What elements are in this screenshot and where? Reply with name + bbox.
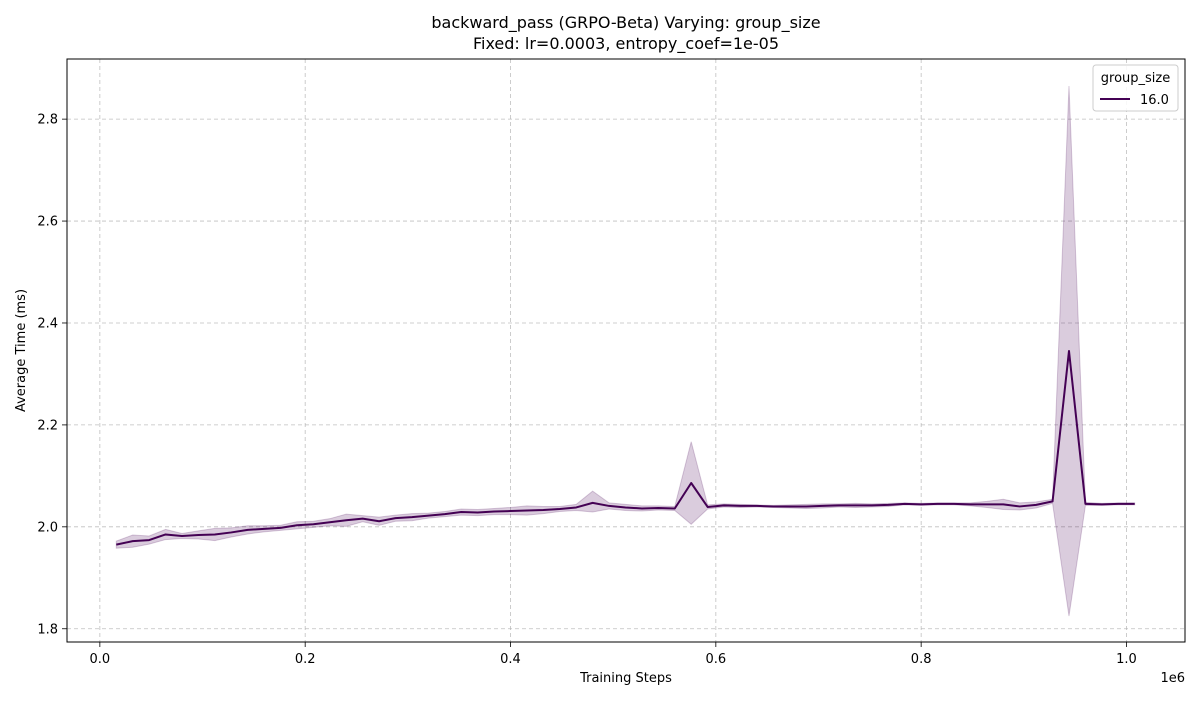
confidence-band: [115, 85, 1136, 617]
confidence-band-layer: [115, 85, 1136, 617]
x-tick-label: 0.0: [90, 652, 111, 667]
chart-subtitle: Fixed: lr=0.0003, entropy_coef=1e-05: [473, 34, 779, 54]
chart-title: backward_pass (GRPO-Beta) Varying: group…: [431, 13, 820, 33]
x-tick-label: 0.2: [295, 652, 316, 667]
x-axis-offset-label: 1e6: [1160, 671, 1185, 686]
x-axis-ticks: 0.0 0.2 0.4 0.6 0.8 1.0: [90, 642, 1137, 667]
y-tick-label: 2.2: [37, 418, 58, 433]
y-tick-label: 2.0: [37, 520, 58, 535]
y-tick-label: 2.8: [37, 113, 58, 128]
x-tick-label: 0.4: [500, 652, 521, 667]
legend-title: group_size: [1101, 71, 1170, 86]
series-line: [116, 350, 1135, 546]
series-line-layer: [116, 350, 1135, 546]
x-tick-label: 1.0: [1116, 652, 1137, 667]
y-axis-ticks: 1.8 2.0 2.2 2.4 2.6 2.8: [37, 113, 67, 637]
plot-frame: [66, 58, 1186, 643]
legend-entry-label: 16.0: [1140, 93, 1169, 108]
y-tick-label: 2.6: [37, 215, 58, 230]
y-tick-label: 1.8: [37, 622, 58, 637]
y-tick-label: 2.4: [37, 316, 58, 331]
x-tick-label: 0.6: [705, 652, 726, 667]
y-axis-label: Average Time (ms): [14, 289, 29, 412]
x-axis-label: Training Steps: [579, 671, 672, 686]
x-tick-label: 0.8: [911, 652, 932, 667]
legend: group_size 16.0: [1092, 64, 1179, 112]
grid-lines: [67, 59, 1185, 642]
